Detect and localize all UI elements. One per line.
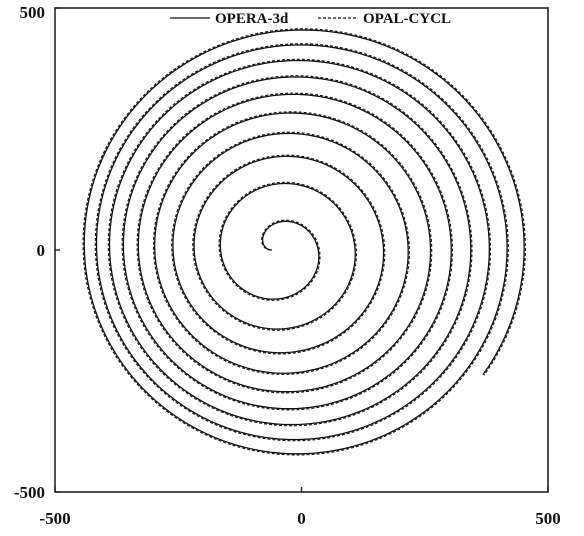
plot-area — [54, 7, 549, 493]
orbit-line-opera — [83, 29, 525, 455]
orbit-line-opal — [82, 28, 526, 456]
legend-label-opera: OPERA-3d — [215, 11, 289, 27]
orbit-lines — [82, 28, 526, 456]
y-tick-label: 500 — [20, 3, 46, 22]
legend: OPERA-3d OPAL-CYCL — [170, 11, 451, 27]
axis-ticks: -500 0 500 500 0 -500 — [14, 3, 561, 528]
y-tick-label: 0 — [37, 241, 46, 260]
x-tick-label: 0 — [297, 509, 306, 528]
y-tick-label: -500 — [14, 483, 45, 502]
legend-label-opal: OPAL-CYCL — [363, 11, 451, 27]
x-tick-label: 500 — [535, 509, 561, 528]
x-tick-label: -500 — [39, 509, 70, 528]
